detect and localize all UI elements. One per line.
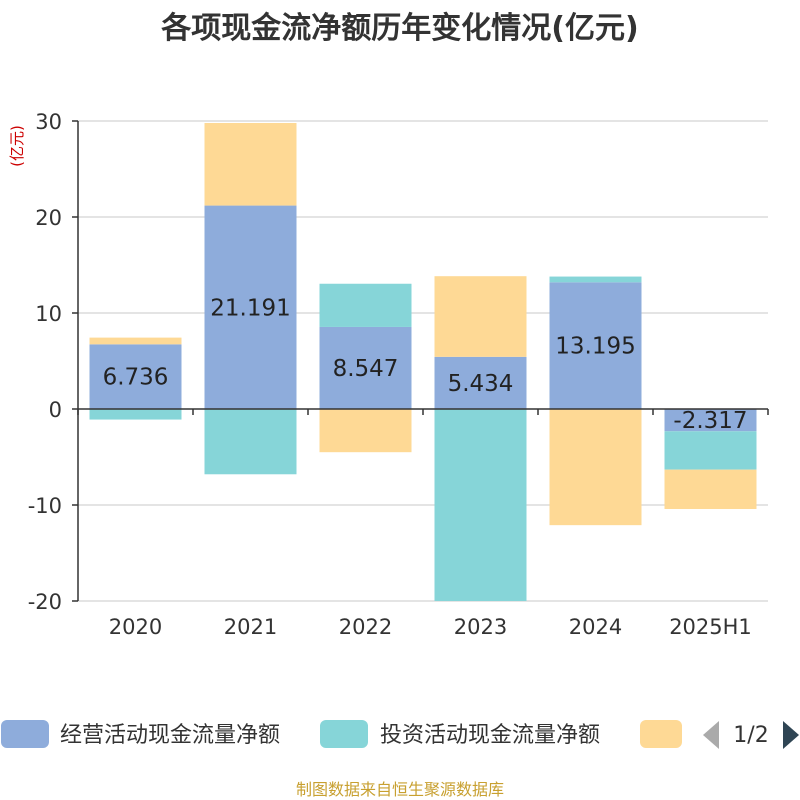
bar-2023-series-0[interactable] bbox=[434, 356, 527, 409]
x-tick-label: 2023 bbox=[454, 615, 507, 639]
bar-2021-series-1[interactable] bbox=[204, 409, 297, 475]
chart-title: 各项现金流净额历年变化情况(亿元) bbox=[160, 11, 638, 46]
bar-2020-series-2[interactable] bbox=[89, 337, 182, 345]
y-tick-label: -10 bbox=[28, 494, 62, 518]
x-tick-label: 2022 bbox=[339, 615, 392, 639]
bar-2021-series-0[interactable] bbox=[204, 205, 297, 409]
data-label-2020: 6.736 bbox=[103, 365, 169, 391]
x-tick-label: 2021 bbox=[224, 615, 277, 639]
bar-2024-series-1[interactable] bbox=[549, 276, 642, 283]
bar-2023-series-1[interactable] bbox=[434, 409, 527, 601]
bar-2025H1-series-0[interactable] bbox=[664, 409, 757, 432]
legend: 经营活动现金流量净额 投资活动现金流量净额 1/2 bbox=[1, 720, 799, 749]
data-label-2024: 13.195 bbox=[555, 334, 635, 360]
bar-2020-series-0[interactable] bbox=[89, 344, 182, 409]
x-tick-label: 2025H1 bbox=[669, 615, 752, 639]
legend-swatch-operating[interactable] bbox=[1, 720, 49, 748]
legend-swatch-investing[interactable] bbox=[320, 720, 368, 748]
bar-2021-series-2[interactable] bbox=[204, 123, 297, 206]
data-label-2025H1: -2.317 bbox=[673, 408, 747, 434]
y-tick-label: 0 bbox=[49, 398, 62, 422]
bar-2022-series-2[interactable] bbox=[319, 409, 412, 453]
y-tick-label: 10 bbox=[35, 302, 62, 326]
y-axis-unit-label: (亿元) bbox=[8, 125, 26, 167]
bar-2023-series-2[interactable] bbox=[434, 276, 527, 357]
bar-2024-series-0[interactable] bbox=[549, 282, 642, 409]
legend-swatch-financing[interactable] bbox=[640, 720, 682, 748]
data-label-2021: 21.191 bbox=[210, 295, 290, 321]
footer-source: 制图数据来自恒生聚源数据库 bbox=[296, 780, 504, 799]
y-tick-label: 20 bbox=[35, 206, 62, 230]
bar-2024-series-2[interactable] bbox=[549, 409, 642, 526]
x-tick-label: 2020 bbox=[109, 615, 162, 639]
legend-label-operating[interactable]: 经营活动现金流量净额 bbox=[60, 723, 280, 748]
data-label-2023: 5.434 bbox=[448, 371, 514, 397]
data-label-2022: 8.547 bbox=[333, 356, 399, 382]
y-tick-label: 30 bbox=[35, 110, 62, 134]
axes: 30 20 10 0 -10 -20 2020 2021 2022 2023 2024 2025H1 bbox=[28, 110, 769, 639]
bars bbox=[89, 123, 757, 601]
bar-2022-series-1[interactable] bbox=[319, 283, 412, 327]
bar-2020-series-1[interactable] bbox=[89, 409, 182, 420]
y-tick-label: -20 bbox=[28, 590, 62, 614]
legend-next-page-icon[interactable] bbox=[783, 721, 799, 749]
bar-2022-series-0[interactable] bbox=[319, 326, 412, 409]
data-labels: 6.736 21.191 8.547 5.434 13.195 -2.317 bbox=[103, 295, 748, 434]
legend-label-investing[interactable]: 投资活动现金流量净额 bbox=[380, 723, 600, 748]
legend-prev-page-icon[interactable] bbox=[703, 721, 719, 749]
legend-page-indicator: 1/2 bbox=[733, 723, 768, 748]
x-tick-label: 2024 bbox=[569, 615, 622, 639]
bar-2025H1-series-1[interactable] bbox=[664, 431, 757, 470]
bar-2025H1-series-2[interactable] bbox=[664, 469, 757, 510]
grid-lines bbox=[78, 120, 768, 602]
